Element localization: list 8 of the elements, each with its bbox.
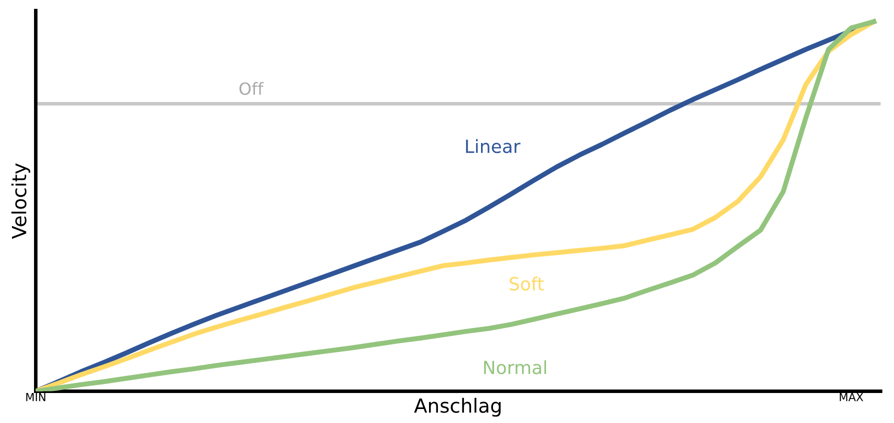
series-label: Normal	[484, 360, 546, 374]
ref-line-label: Off	[239, 82, 264, 95]
x-tick-label: MAX	[840, 393, 864, 402]
x-axis-title: Anschlag	[414, 398, 501, 417]
series-label: Soft	[510, 276, 544, 291]
x-tick-label: MIN	[26, 393, 46, 402]
y-axis-title: Velocity	[11, 163, 30, 239]
series-label: Linear	[466, 139, 520, 154]
